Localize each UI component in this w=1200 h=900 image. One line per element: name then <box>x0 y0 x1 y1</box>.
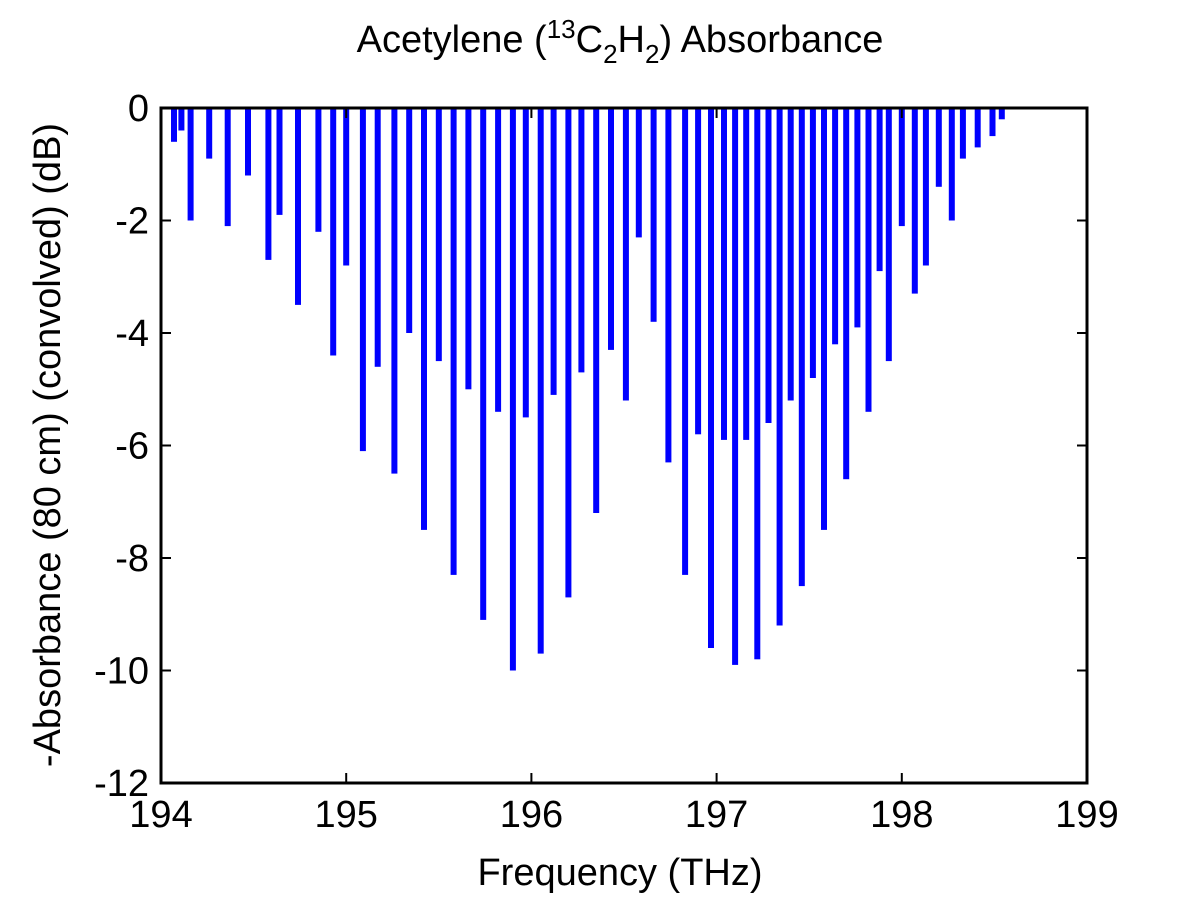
bar <box>550 108 557 395</box>
bar <box>695 108 702 435</box>
bar <box>922 108 929 266</box>
bars-layer <box>171 108 1005 671</box>
bar <box>721 108 727 440</box>
bar <box>495 108 502 412</box>
bar <box>948 108 955 221</box>
bar <box>509 108 516 671</box>
bar <box>959 108 966 159</box>
bar <box>708 108 714 648</box>
y-tick-label: 0 <box>128 88 149 130</box>
bar <box>911 108 918 294</box>
bar <box>480 108 487 620</box>
bar <box>743 108 750 440</box>
bar <box>406 108 413 333</box>
chart-title: Acetylene (13C2H2) Absorbance <box>357 14 884 69</box>
x-tick-label: 196 <box>500 794 563 836</box>
bar <box>315 108 322 232</box>
bar <box>187 108 194 221</box>
bar <box>898 108 905 227</box>
bar <box>998 108 1005 120</box>
bar <box>854 108 861 328</box>
bar <box>832 108 839 345</box>
bar <box>343 108 350 266</box>
bar <box>578 108 585 373</box>
bar <box>843 108 850 480</box>
x-tick-label: 195 <box>314 794 377 836</box>
bar <box>635 108 642 238</box>
bar <box>798 108 805 587</box>
bar <box>359 108 366 452</box>
tick-labels-layer: 194 195 196 197 198 199 0 -2 -4 -6 -8 -10 -12 <box>94 88 1119 836</box>
x-tick-label: 199 <box>1055 794 1118 836</box>
y-tick-label: -10 <box>94 651 149 693</box>
bar <box>522 108 529 418</box>
x-tick-label: 194 <box>129 794 192 836</box>
bar <box>171 108 177 142</box>
bar <box>276 108 283 215</box>
bar <box>622 108 629 401</box>
bar <box>876 108 883 272</box>
bar <box>809 108 816 378</box>
y-tick-label: -8 <box>115 538 149 580</box>
bar <box>245 108 251 176</box>
x-tick-label: 198 <box>870 794 933 836</box>
ticks-layer <box>160 107 1088 784</box>
bar <box>593 108 600 513</box>
y-tick-label: -12 <box>94 763 149 805</box>
y-tick-label: -6 <box>115 426 149 468</box>
bar <box>865 108 872 412</box>
bar <box>374 108 381 367</box>
bar <box>765 108 772 423</box>
bar <box>206 108 213 159</box>
bar <box>391 108 398 474</box>
bar <box>732 108 739 665</box>
bar <box>885 108 892 362</box>
bar <box>330 108 337 356</box>
bar <box>989 108 996 137</box>
bar <box>776 108 783 626</box>
bar <box>178 108 185 131</box>
y-axis-label: -Absorbance (80 cm) (convolved) (dB) <box>27 123 69 767</box>
bar <box>665 108 672 463</box>
bar <box>682 108 689 575</box>
y-tick-label: -4 <box>115 313 149 355</box>
bar <box>537 108 544 654</box>
bar <box>295 108 301 305</box>
bar <box>821 108 827 530</box>
bar <box>224 108 231 227</box>
bar <box>265 108 272 260</box>
bar <box>974 108 981 148</box>
bar <box>754 108 761 660</box>
x-tick-label: 197 <box>685 794 748 836</box>
bar <box>787 108 794 401</box>
bar <box>465 108 472 390</box>
bar <box>565 108 572 598</box>
bar <box>435 108 442 362</box>
bar <box>935 108 942 187</box>
bar <box>450 108 457 575</box>
bar <box>421 108 427 530</box>
x-axis-label: Frequency (THz) <box>477 852 762 894</box>
y-tick-label: -2 <box>115 201 149 243</box>
bar <box>608 108 614 350</box>
bar <box>650 108 657 322</box>
